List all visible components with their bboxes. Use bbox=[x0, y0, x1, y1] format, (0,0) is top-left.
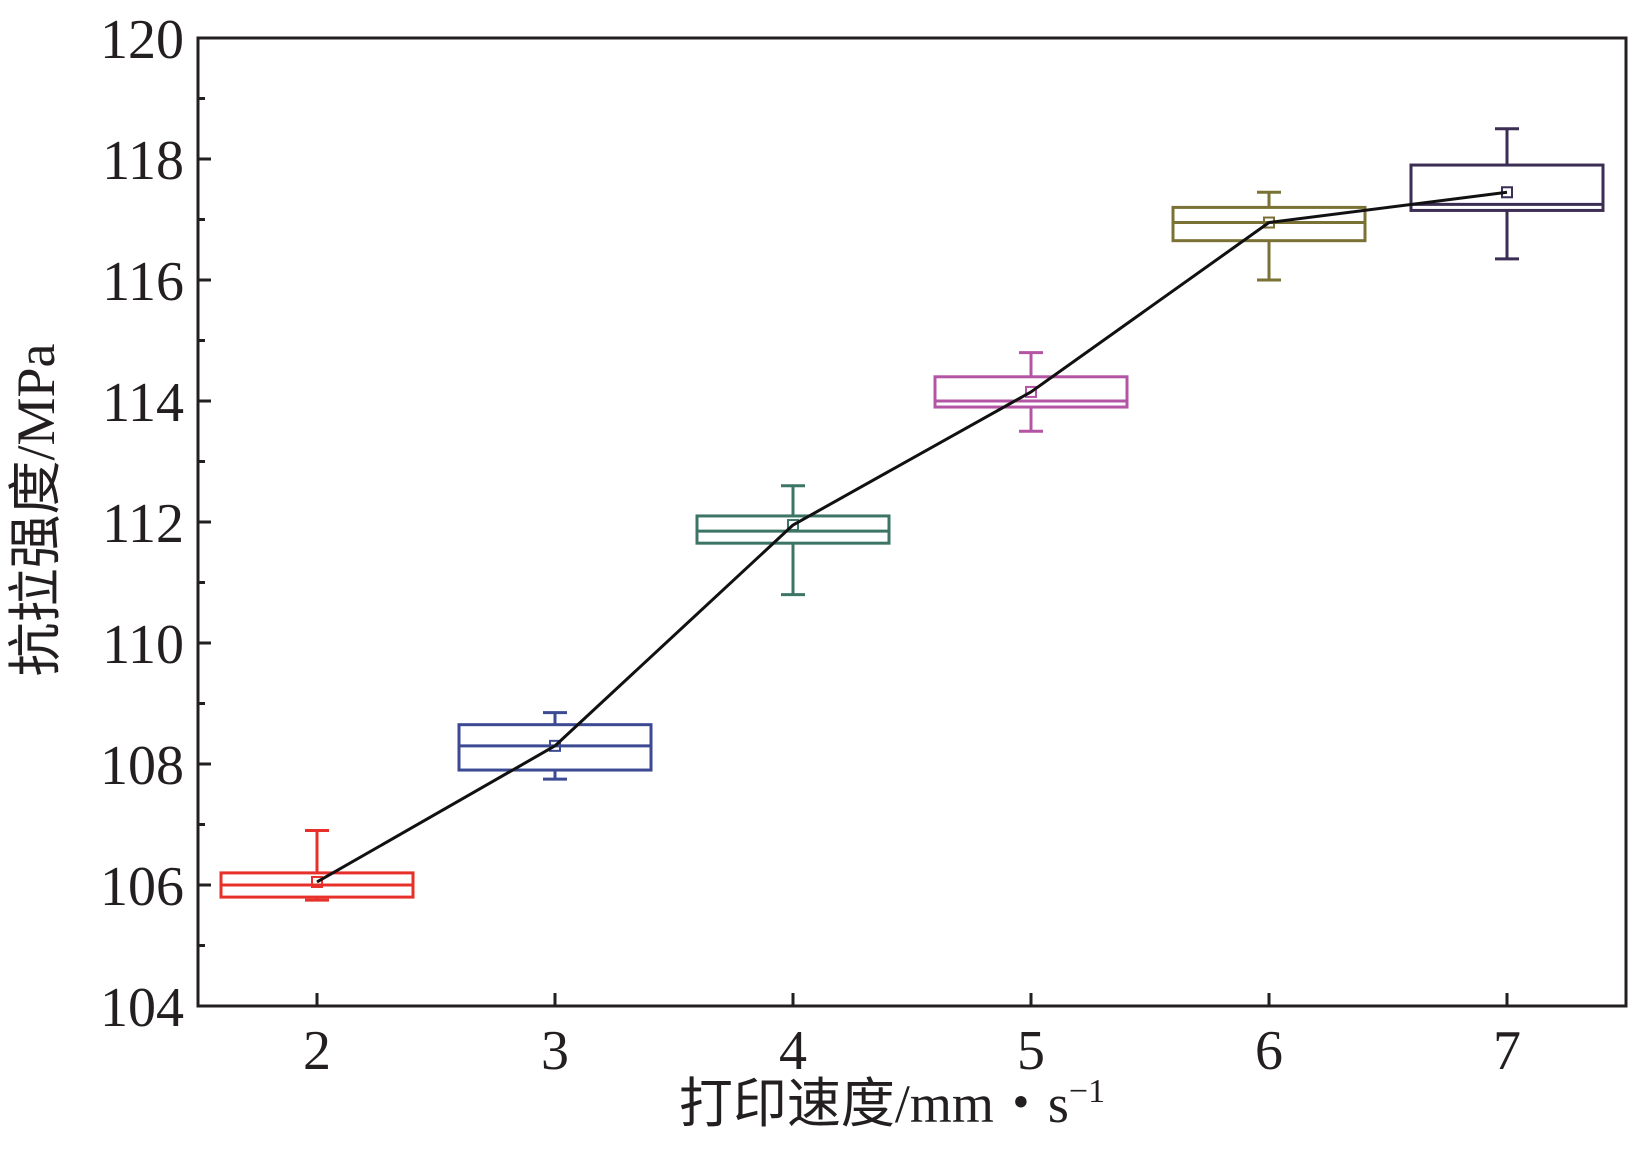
y-axis-title: 抗拉强度/MPa bbox=[6, 343, 66, 676]
y-tick-label: 120 bbox=[100, 9, 184, 71]
box-series-group bbox=[219, 127, 1605, 902]
x-tick-label: 3 bbox=[541, 1020, 569, 1082]
box-5 bbox=[1171, 190, 1367, 282]
y-tick-label: 110 bbox=[102, 614, 184, 676]
x-axis-ticks: 2 3 4 5 6 7 bbox=[303, 993, 1521, 1082]
y-tick-label: 108 bbox=[100, 735, 184, 797]
mean-trend-line bbox=[316, 190, 1508, 884]
y-tick-label: 104 bbox=[100, 977, 184, 1039]
x-tick-label: 4 bbox=[779, 1020, 807, 1082]
mean-marker bbox=[311, 875, 323, 888]
y-tick-label: 114 bbox=[102, 372, 184, 434]
mean-marker bbox=[787, 519, 799, 532]
y-tick-label: 112 bbox=[102, 493, 184, 555]
x-axis-title: 打印速度/mm・s−1 bbox=[679, 1073, 1105, 1134]
box-6 bbox=[1409, 127, 1605, 261]
mean-marker bbox=[549, 739, 561, 752]
y-tick-label: 106 bbox=[100, 856, 184, 918]
mean-line-group bbox=[316, 190, 1508, 884]
x-axis-title-superscript: −1 bbox=[1069, 1073, 1105, 1110]
box-1 bbox=[219, 829, 415, 902]
x-tick-label: 2 bbox=[303, 1020, 331, 1082]
x-tick-label: 7 bbox=[1493, 1020, 1521, 1082]
x-tick-label: 5 bbox=[1017, 1020, 1045, 1082]
mean-marker bbox=[1025, 385, 1037, 398]
y-axis-ticks: 104 106 108 110 112 114 116 118 120 bbox=[100, 9, 211, 1039]
box-3 bbox=[695, 484, 891, 597]
y-tick-label: 116 bbox=[102, 251, 184, 313]
x-tick-label: 6 bbox=[1255, 1020, 1283, 1082]
x-axis-title-main: 打印速度/mm・s bbox=[679, 1074, 1069, 1134]
y-tick-label: 118 bbox=[102, 130, 184, 192]
